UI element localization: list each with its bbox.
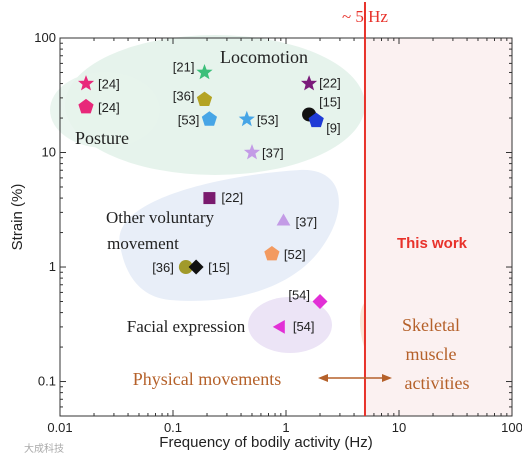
watermark-text: 大成科技 [24, 442, 64, 455]
point-label-2: [21] [173, 59, 195, 74]
y-tick-label: 0.1 [38, 374, 56, 389]
point-label-3: [36] [173, 89, 195, 104]
region-label-1: Posture [75, 128, 129, 148]
data-point-7 [301, 75, 318, 91]
threshold-label: ~ 5 Hz [342, 7, 388, 26]
data-point-15 [312, 294, 328, 309]
x-tick-label: 10 [392, 420, 406, 435]
y-tick-label: 10 [42, 145, 56, 160]
points-layer [78, 64, 328, 334]
region-label-4: Facial expression [127, 317, 246, 336]
x-axis-label: Frequency of bodily activity (Hz) [159, 434, 372, 451]
point-label-9: [9] [326, 121, 340, 136]
data-point-0 [78, 75, 95, 91]
data-point-10 [203, 192, 216, 205]
data-point-3 [196, 91, 213, 106]
x-tick-label: 0.01 [47, 420, 72, 435]
region-locomotion-blob [65, 35, 365, 175]
point-label-7: [22] [319, 76, 341, 91]
labels-layer: [24] [24] [21] [36] [53] [53] [37] [22] [15] [9] [… [24, 47, 469, 455]
regions-layer [50, 35, 512, 416]
point-label-10: [22] [221, 190, 243, 205]
point-label-1: [24] [98, 100, 120, 115]
data-point-13 [178, 260, 193, 275]
region-label-2: Other voluntary [106, 208, 215, 227]
point-label-5: [53] [257, 112, 279, 127]
data-point-11 [276, 213, 291, 226]
y-tick-label: 100 [34, 30, 56, 45]
region-voluntary-blob [119, 169, 339, 301]
axes-layer: 0.01 0.1 1 10 100 0.1 1 10 100 Frequency of bodil… [9, 2, 522, 451]
point-label-6: [37] [262, 146, 284, 161]
point-label-4: [53] [178, 112, 200, 127]
region-label-0: Locomotion [220, 47, 308, 67]
point-label-11: [37] [295, 214, 317, 229]
x-tick-label: 0.1 [164, 420, 182, 435]
data-point-5 [238, 110, 255, 127]
point-label-12: [52] [284, 247, 306, 262]
this-work-label: This work [397, 235, 468, 252]
data-point-4 [201, 111, 217, 126]
y-tick-label: 1 [49, 259, 56, 274]
this-work-zone [364, 38, 512, 416]
x-tick-label: 100 [501, 420, 522, 435]
data-point-16 [272, 320, 285, 334]
point-label-0: [24] [98, 77, 120, 92]
data-point-6 [243, 144, 261, 160]
region-label-6: muscle [406, 344, 457, 364]
y-axis-label: Strain (%) [9, 184, 26, 251]
region-label-7: activities [405, 373, 470, 393]
region-label-3: movement [107, 234, 179, 253]
data-point-9 [308, 112, 324, 128]
point-label-8: [15] [319, 94, 341, 109]
data-point-12 [264, 246, 280, 261]
point-label-14: [15] [208, 260, 230, 275]
point-label-15: [54] [288, 287, 310, 302]
point-label-13: [36] [152, 260, 174, 275]
x-tick-label: 1 [282, 420, 289, 435]
region-facial-blob [248, 297, 332, 353]
movement-arrow-right-head [382, 374, 392, 382]
data-point-2 [196, 64, 213, 80]
data-point-14 [188, 259, 204, 275]
region-label-5: Skeletal [402, 315, 460, 335]
point-label-16: [54] [293, 319, 315, 334]
movement-arrow-left-head [318, 374, 328, 382]
physical-movements-label: Physical movements [133, 369, 281, 389]
region-posture-blob [50, 72, 160, 148]
data-point-1 [78, 98, 94, 114]
